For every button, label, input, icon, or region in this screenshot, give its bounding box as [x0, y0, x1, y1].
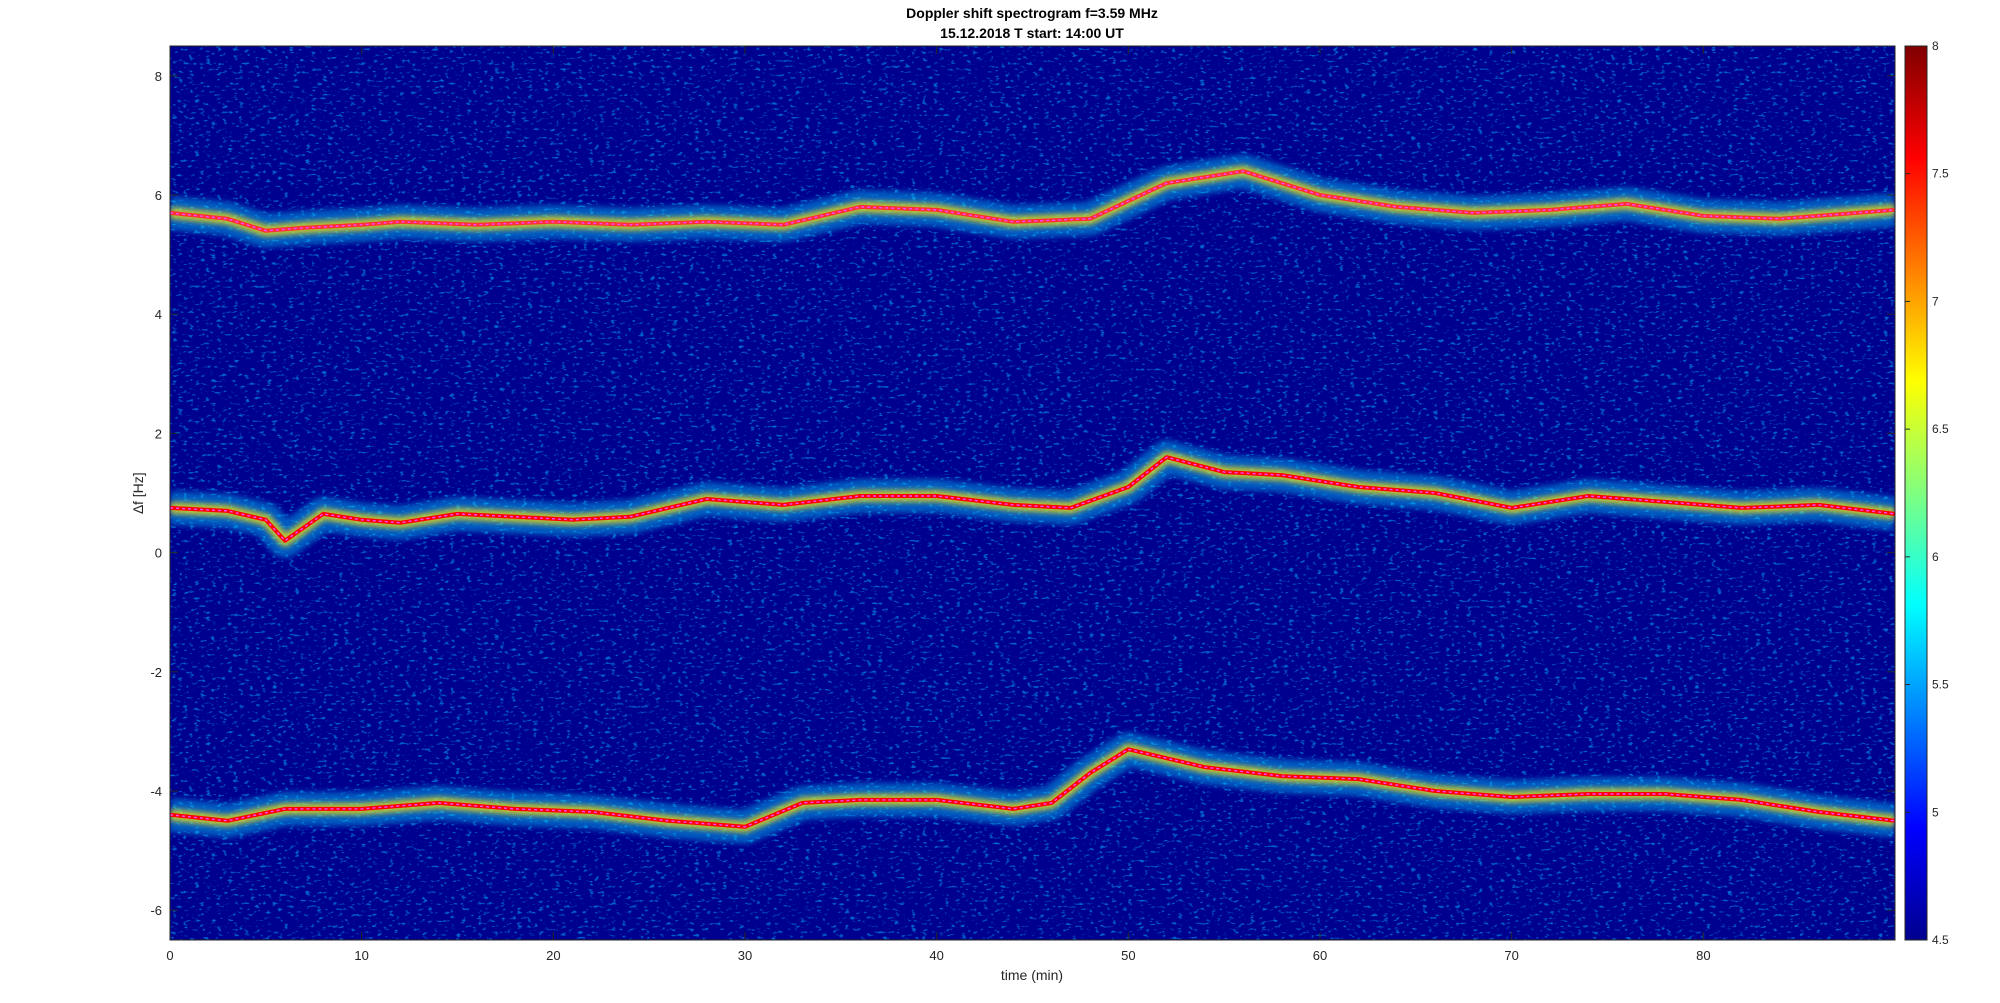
colorbar-tick-label: 6	[1932, 550, 1939, 564]
x-axis-label: time (min)	[1001, 967, 1063, 983]
colorbar-tick-label: 5.5	[1932, 678, 1949, 692]
x-tick-label: 80	[1696, 948, 1710, 963]
colorbar: 4.5 5 5.5 6 6.5 7 7.5 8	[1904, 39, 1949, 947]
colorbar-tick-label: 4.5	[1932, 933, 1949, 947]
echo-bands	[170, 154, 1895, 844]
y-tick-label: 2	[155, 426, 162, 441]
colorbar-gradient	[1904, 45, 1928, 941]
x-tick-label: 70	[1504, 948, 1518, 963]
echo-band-fit-1	[170, 170, 1895, 232]
x-tick-label: 0	[166, 948, 173, 963]
colorbar-tick-label: 7.5	[1932, 167, 1949, 181]
y-tick-label: 0	[155, 546, 162, 561]
colorbar-ticks: 4.5 5 5.5 6 6.5 7 7.5 8	[1905, 39, 1949, 947]
y-axis-label: ∆f [Hz]	[130, 472, 146, 513]
x-tick-label: 10	[354, 948, 368, 963]
x-tick-label: 50	[1121, 948, 1135, 963]
echo-band-fit-3	[170, 748, 1895, 828]
plot-frame	[169, 45, 1896, 941]
x-tick-label: 20	[546, 948, 560, 963]
y-tick-label: -2	[150, 665, 162, 680]
spectrogram-plot-area	[170, 46, 1895, 940]
y-tick-label: 6	[155, 188, 162, 203]
x-axis: 0 10 20 30 40 50 60 70 80	[166, 46, 1711, 963]
x-tick-label: 30	[738, 948, 752, 963]
chart-title: Doppler shift spectrogram f=3.59 MHz	[906, 5, 1158, 21]
y-tick-label: 4	[155, 307, 162, 322]
echo-band-trace-2	[170, 455, 1895, 543]
colorbar-tick-label: 5	[1932, 805, 1939, 819]
x-tick-label: 60	[1313, 948, 1327, 963]
y-tick-label: -4	[150, 784, 162, 799]
colorbar-tick-label: 7	[1932, 294, 1939, 308]
y-axis: -6 -4 -2 0 2 4 6 8	[150, 69, 1895, 918]
chart-subtitle: 15.12.2018 T start: 14:00 UT	[940, 25, 1124, 41]
x-tick-label: 40	[929, 948, 943, 963]
y-tick-label: -6	[150, 903, 162, 918]
y-tick-label: 8	[155, 69, 162, 84]
colorbar-tick-label: 6.5	[1932, 422, 1949, 436]
colorbar-tick-label: 8	[1932, 39, 1939, 53]
